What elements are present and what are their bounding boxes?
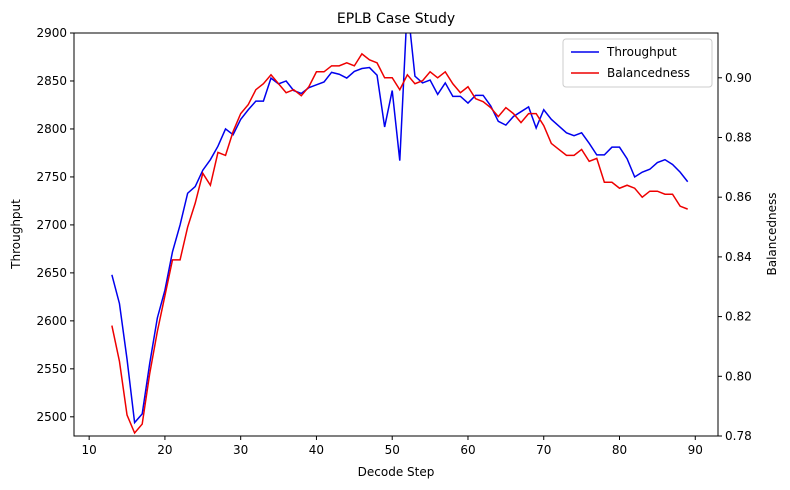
y-tick-label: 2700	[36, 218, 67, 232]
y2-tick-label: 0.82	[725, 310, 752, 324]
y-tick-label: 2900	[36, 26, 67, 40]
y-axis-label: Throughput	[9, 199, 23, 270]
y-tick-label: 2650	[36, 266, 67, 280]
y2-tick-label: 0.80	[725, 369, 752, 383]
x-tick-label: 30	[233, 443, 248, 457]
x-axis-label: Decode Step	[358, 465, 435, 479]
legend-label-throughput: Throughput	[606, 45, 677, 59]
x-tick-label: 20	[157, 443, 172, 457]
y-tick-label: 2500	[36, 410, 67, 424]
series-line-balancedness	[111, 52, 688, 435]
y-tick-label: 2550	[36, 362, 67, 376]
y2-tick-label: 0.90	[725, 71, 752, 85]
series-line-throughput	[111, 33, 689, 425]
x-tick-label: 70	[536, 443, 551, 457]
x-tick-label: 90	[688, 443, 703, 457]
legend-label-balancedness: Balancedness	[607, 66, 690, 80]
y2-axis-label: Balancedness	[765, 193, 779, 276]
plot-lines	[111, 33, 689, 435]
x-tick-label: 60	[460, 443, 475, 457]
y-tick-label: 2850	[36, 74, 67, 88]
legend-box	[562, 38, 713, 88]
y2-tick-label: 0.88	[725, 130, 752, 144]
chart-title: EPLB Case Study	[337, 11, 455, 27]
y-tick-label: 2600	[36, 314, 67, 328]
plot-frame	[73, 32, 719, 437]
y-tick-label: 2750	[36, 170, 67, 184]
y2-tick-label: 0.86	[725, 190, 752, 204]
y2-tick-label: 0.84	[725, 250, 752, 264]
x-tick-label: 40	[309, 443, 324, 457]
y-axis-right: 0.78 0.80 0.82 0.84 0.86 0.88 0.90	[718, 71, 752, 443]
y-tick-label: 2800	[36, 122, 67, 136]
x-axis: 10 20 30 40 50 60 70 80 90	[82, 436, 703, 457]
y-axis-left: 2500 2550 2600 2650 2700 2750 2800 2850 2900	[36, 26, 74, 424]
x-tick-label: 10	[82, 443, 97, 457]
legend: Throughput Balancedness	[562, 38, 713, 88]
y2-tick-label: 0.78	[725, 429, 752, 443]
x-tick-label: 50	[385, 443, 400, 457]
x-tick-label: 80	[612, 443, 627, 457]
